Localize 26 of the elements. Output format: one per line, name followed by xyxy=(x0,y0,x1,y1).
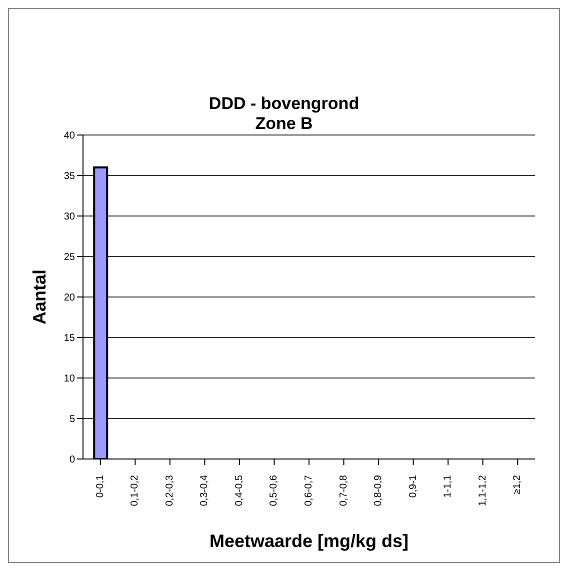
x-tick-label: 0,3-0,4 xyxy=(199,474,210,506)
y-tick-label: 20 xyxy=(64,292,76,304)
y-tick-label: 10 xyxy=(64,374,76,385)
y-axis-title: Aantal xyxy=(29,269,50,325)
x-tick-label: 0,7-0,8 xyxy=(338,474,350,506)
x-tick-label: 0,8-0,9 xyxy=(373,474,384,506)
y-tick-label: 30 xyxy=(64,212,76,223)
x-tick-label: 0,2-0,3 xyxy=(164,474,176,506)
x-tick-label: 0-0,1 xyxy=(94,474,106,498)
x-tick-label: 0,1-0,2 xyxy=(130,474,141,506)
x-tick-label: 0,4-0,5 xyxy=(234,474,245,506)
chart-subtitle: Zone B xyxy=(255,114,313,133)
x-tick-label: 1-1,1 xyxy=(442,474,454,498)
chart-title: DDD - bovengrond xyxy=(208,94,360,114)
x-tick-label: 0,9-1 xyxy=(408,474,419,498)
y-tick-label: 5 xyxy=(69,414,76,426)
y-tick-label: 40 xyxy=(64,130,76,142)
x-tick-label: ≥1,2 xyxy=(512,474,524,494)
y-tick-label: 35 xyxy=(64,171,76,182)
y-tick-label: 0 xyxy=(69,454,76,466)
y-tick-label: 25 xyxy=(64,252,76,264)
x-tick-label: 0,6-0,7 xyxy=(304,474,314,506)
y-tick-label: 15 xyxy=(64,333,76,344)
x-axis-title: Meetwaarde [mg/kg ds] xyxy=(209,531,409,551)
x-tick-label: 1,1-1,2 xyxy=(477,474,488,506)
x-tick-label: 0,5-0,6 xyxy=(268,474,280,506)
